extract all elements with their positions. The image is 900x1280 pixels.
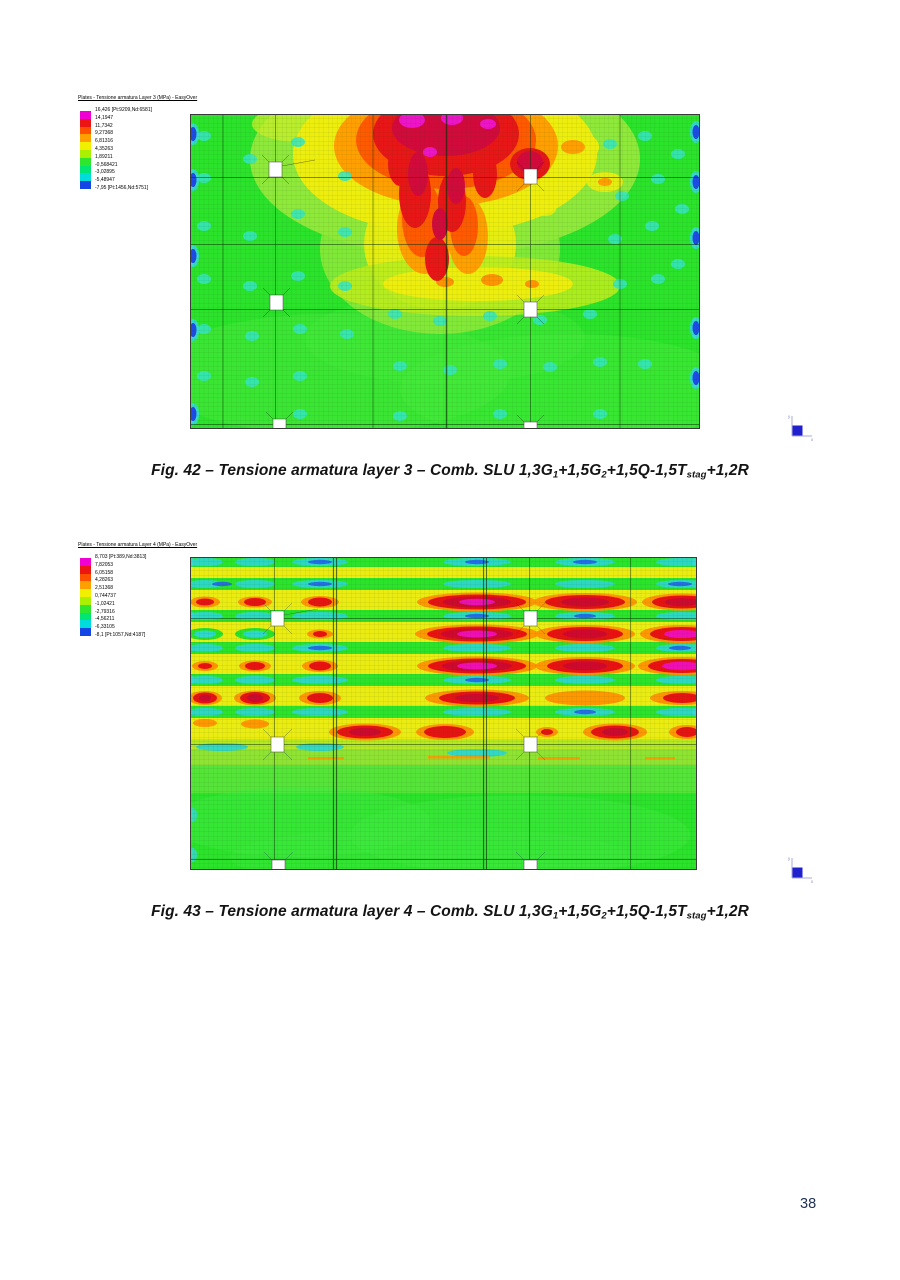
- legend-value: 9,27368: [95, 130, 114, 137]
- contour-plot-layer4: [190, 557, 697, 870]
- legend-color-cell: [80, 589, 91, 597]
- legend-value: 0,744737: [95, 593, 116, 600]
- legend-color-bar: [80, 558, 91, 636]
- caption-segment: stag: [686, 910, 707, 922]
- legend-value: 16,426 [Pt:9209,Nd:6581]: [95, 107, 152, 114]
- legend-color-cell: [80, 111, 91, 119]
- axis-origin-square: [792, 425, 803, 436]
- page-number: 38: [800, 1196, 817, 1212]
- caption-segment: 1: [552, 910, 559, 922]
- axis-indicator: y x: [783, 413, 815, 443]
- legend-values: 8,703 [Pt:389,Nd:3813] 7,82053 6,05158 4,28…: [95, 554, 146, 640]
- x-axis-label: x: [811, 437, 814, 442]
- legend-color-cell: [80, 142, 91, 150]
- caption-segment: 2: [601, 910, 607, 922]
- legend-color-cell: [80, 612, 91, 621]
- legend-layer4: Plates - Tensione armatura Layer 4 (MPa)…: [78, 542, 208, 649]
- legend-color-cell: [80, 565, 91, 574]
- legend-value: 8,703 [Pt:389,Nd:3813]: [95, 554, 147, 561]
- legend-value: 14,1947: [95, 114, 114, 121]
- legend-value: -4,56211: [95, 616, 115, 623]
- legend-value: -7,95 [Pt:1456,Nd:5751]: [95, 185, 149, 192]
- caption-segment: +1,2R: [706, 903, 749, 920]
- legend-value: 2,51368: [95, 585, 114, 592]
- y-axis-label: y: [788, 856, 791, 861]
- caption-segment: 2: [601, 469, 607, 481]
- legend-layer3: Plates - Tensione armatura Layer 3 (MPa)…: [78, 95, 208, 202]
- legend-color-cell: [80, 134, 91, 143]
- caption-segment: Fig. 42 – Tensione armatura layer 3 – Co…: [151, 462, 553, 479]
- legend-color-cell: [80, 181, 91, 189]
- legend-color-cell: [80, 173, 91, 182]
- legend-value: -2,79316: [95, 608, 115, 615]
- legend-value: -5,48947: [95, 177, 115, 184]
- figure-caption-42: Fig. 42 – Tensione armatura layer 3 – Co…: [0, 462, 900, 481]
- legend-color-bar: [80, 111, 91, 189]
- legend-color-cell: [80, 628, 91, 636]
- legend-color-cell: [80, 604, 91, 613]
- legend-color-cell: [80, 558, 91, 566]
- legend-color-cell: [80, 620, 91, 629]
- x-axis-label: x: [811, 879, 814, 884]
- legend-color-cell: [80, 581, 91, 590]
- legend-value: 11,7342: [95, 122, 113, 129]
- legend-title: Plates - Tensione armatura Layer 3 (MPa)…: [78, 95, 198, 101]
- legend-value: -8,1 [Pt:1057,Nd:4187]: [95, 632, 146, 639]
- legend-value: 4,28263: [95, 577, 114, 584]
- legend-color-cell: [80, 126, 91, 135]
- caption-segment: +1,5Q-1,5T: [606, 462, 687, 479]
- axis-origin-square: [792, 867, 803, 878]
- legend-title: Plates - Tensione armatura Layer 4 (MPa)…: [78, 542, 198, 548]
- caption-segment: +1,5G: [558, 462, 602, 479]
- caption-segment: stag: [686, 469, 707, 481]
- legend-value: -1,02421: [95, 600, 115, 607]
- caption-segment: +1,5G: [558, 903, 602, 920]
- y-axis-label: y: [788, 414, 791, 419]
- legend-color-cell: [80, 157, 91, 166]
- legend-value: 7,82053: [95, 561, 114, 568]
- legend-value: 6,05158: [95, 569, 114, 576]
- axis-indicator: y x: [783, 855, 815, 885]
- legend-color-cell: [80, 573, 91, 582]
- legend-value: 1,89211: [95, 153, 113, 160]
- legend-color-cell: [80, 165, 91, 174]
- caption-segment: +1,5Q-1,5T: [606, 903, 687, 920]
- caption-segment: Fig. 43 – Tensione armatura layer 4 – Co…: [151, 903, 553, 920]
- legend-value: -0,568421: [95, 161, 118, 168]
- caption-segment: 1: [552, 469, 559, 481]
- caption-segment: +1,2R: [706, 462, 749, 479]
- legend-color-cell: [80, 118, 91, 127]
- legend-value: 6,81316: [95, 138, 114, 145]
- legend-value: 4,35263: [95, 146, 114, 153]
- legend-value: -3,02895: [95, 169, 115, 176]
- legend-value: -6,33105: [95, 624, 115, 631]
- legend-values: 16,426 [Pt:9209,Nd:6581] 14,1947 11,7342 9,…: [95, 107, 152, 193]
- figure-caption-43: Fig. 43 – Tensione armatura layer 4 – Co…: [0, 903, 900, 922]
- legend-color-cell: [80, 596, 91, 605]
- contour-plot-layer3: [190, 114, 700, 429]
- legend-color-cell: [80, 149, 91, 158]
